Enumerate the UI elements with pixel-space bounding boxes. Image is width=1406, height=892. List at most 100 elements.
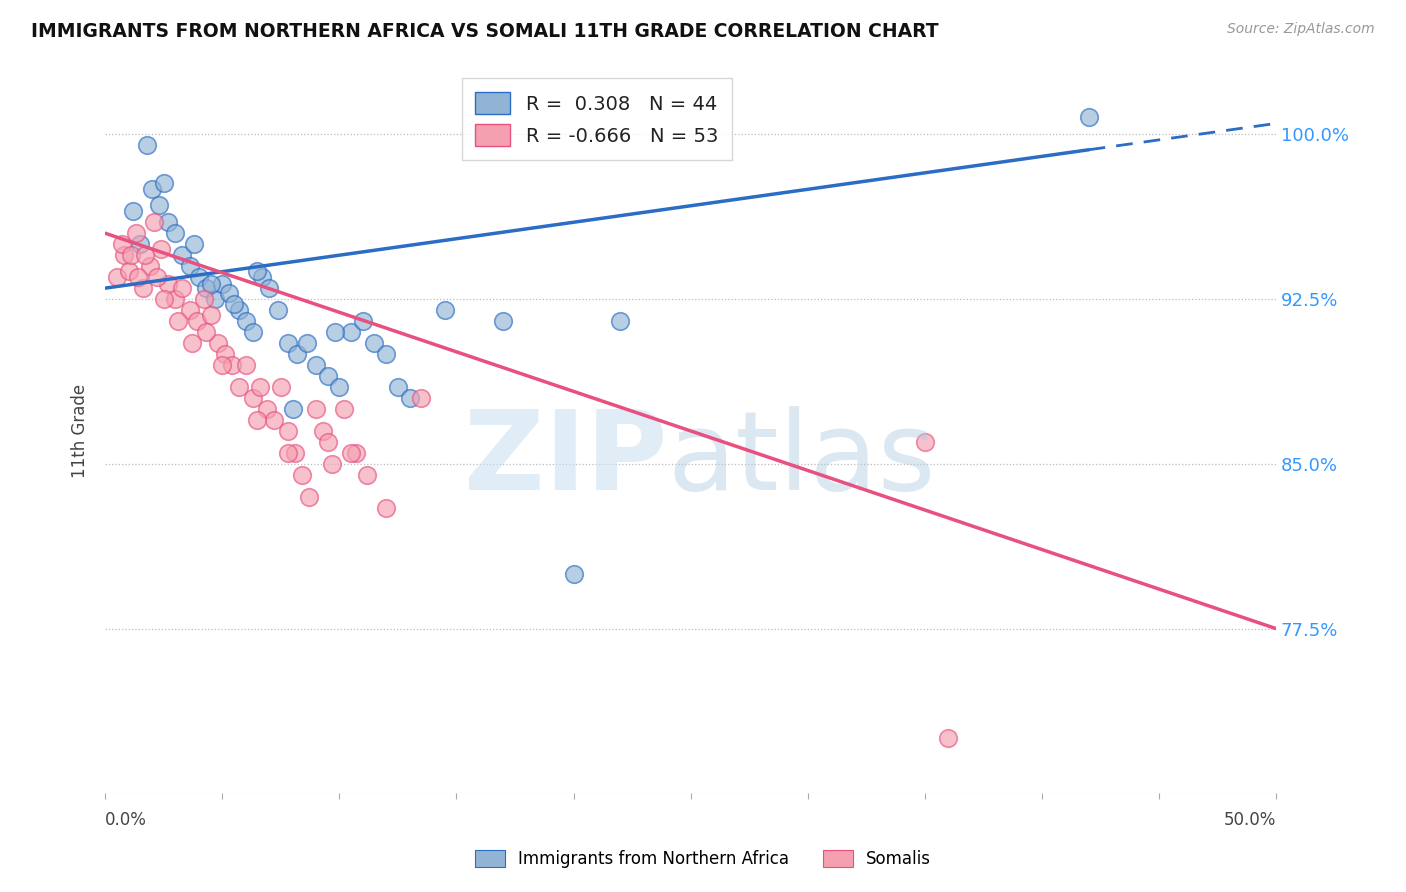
Y-axis label: 11th Grade: 11th Grade [72,384,89,478]
Point [257,281,280,295]
Text: Source: ZipAtlas.com: Source: ZipAtlas.com [1227,22,1375,37]
Text: 0.0%: 0.0% [105,811,148,829]
Point [180,336,202,351]
Point [246,263,269,277]
Point [375,500,398,515]
Point [298,490,321,504]
Point [609,314,631,328]
Point [136,138,159,153]
Point [141,182,163,196]
Point [321,457,343,471]
Point [277,336,299,351]
Point [127,270,149,285]
Point [193,292,215,306]
Point [105,270,128,285]
Point [433,303,456,318]
Point [340,325,363,339]
Text: ZIP: ZIP [464,407,668,514]
Point [398,391,420,405]
Point [145,270,167,285]
Point [312,424,335,438]
Point [249,380,271,394]
Point [129,237,152,252]
Legend: Immigrants from Northern Africa, Somalis: Immigrants from Northern Africa, Somalis [468,843,938,875]
Point [207,336,229,351]
Point [281,401,304,416]
Point [284,446,307,460]
Point [124,226,146,240]
Point [186,314,208,328]
Point [157,215,180,229]
Point [228,380,250,394]
Point [222,296,245,310]
Point [194,325,217,339]
Point [363,336,385,351]
Point [211,277,233,291]
Point [200,277,222,291]
Point [562,566,585,581]
Text: atlas: atlas [668,407,935,514]
Point [263,413,285,427]
Point [492,314,515,328]
Point [120,248,142,262]
Point [242,391,264,405]
Point [340,446,363,460]
Text: IMMIGRANTS FROM NORTHERN AFRICA VS SOMALI 11TH GRADE CORRELATION CHART: IMMIGRANTS FROM NORTHERN AFRICA VS SOMAL… [31,22,939,41]
Point [305,358,328,372]
Point [250,270,273,285]
Point [333,401,356,416]
Point [166,314,188,328]
Point [134,248,156,262]
Point [277,424,299,438]
Point [122,204,145,219]
Point [187,270,209,285]
Point [211,358,233,372]
Point [152,292,174,306]
Point [110,237,132,252]
Point [112,248,135,262]
Point [200,308,222,322]
Point [914,434,936,449]
Point [221,358,243,372]
Point [285,347,308,361]
Point [183,237,205,252]
Point [165,292,187,306]
Point [375,347,398,361]
Point [204,292,226,306]
Point [411,391,433,405]
Legend: R =  0.308   N = 44, R = -0.666   N = 53: R = 0.308 N = 44, R = -0.666 N = 53 [461,78,733,160]
Point [117,263,139,277]
Point [218,285,240,300]
Point [228,303,250,318]
Point [316,434,339,449]
Point [256,401,278,416]
Point [344,446,367,460]
Point [172,281,194,295]
Point [138,259,160,273]
Point [328,380,350,394]
Point [172,248,194,262]
Point [295,336,318,351]
Point [936,731,959,746]
Point [214,347,236,361]
Point [148,197,170,211]
Text: 50.0%: 50.0% [1223,811,1277,829]
Point [179,259,201,273]
Point [387,380,409,394]
Point [235,358,257,372]
Point [277,446,299,460]
Point [235,314,257,328]
Point [305,401,328,416]
Point [246,413,269,427]
Point [179,303,201,318]
Point [267,303,290,318]
Point [152,176,174,190]
Point [165,226,187,240]
Point [270,380,292,394]
Point [242,325,264,339]
Point [356,467,378,482]
Point [131,281,153,295]
Point [291,467,314,482]
Point [143,215,166,229]
Point [352,314,374,328]
